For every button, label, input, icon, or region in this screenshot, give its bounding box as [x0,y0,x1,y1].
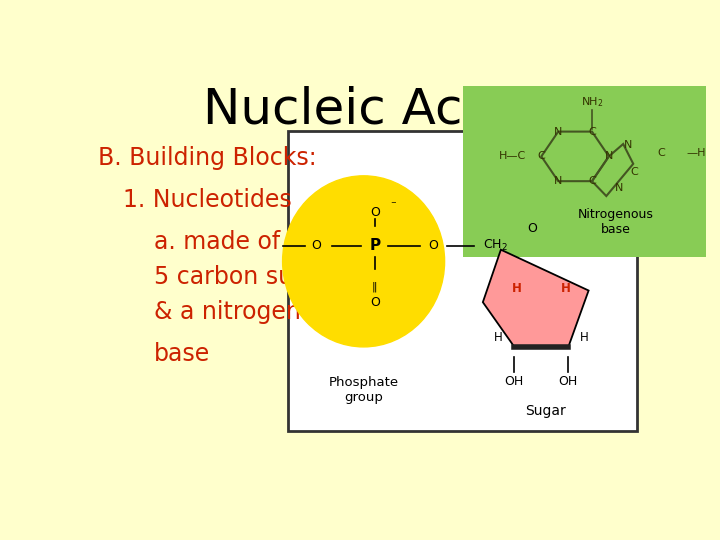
Polygon shape [483,249,589,347]
Text: Nucleic Acids: Nucleic Acids [203,85,535,133]
Text: P: P [369,238,380,253]
Text: N: N [614,184,623,193]
Text: C: C [657,148,665,158]
Text: Sugar: Sugar [526,404,566,418]
Text: OH: OH [559,375,578,388]
Text: N: N [605,151,613,161]
Text: O: O [528,222,537,235]
Bar [288,131,637,431]
Text: H: H [580,330,588,343]
Text: B. Building Blocks:: B. Building Blocks: [99,146,317,170]
Text: C: C [588,126,596,137]
Text: Nitrogenous
base: Nitrogenous base [577,208,654,237]
Text: C: C [588,176,596,186]
Bar [462,86,706,258]
Text: C: C [631,167,639,178]
Text: O: O [312,239,321,252]
Ellipse shape [283,176,445,347]
Text: 1. Nucleotides: 1. Nucleotides [124,188,292,212]
Text: NH$_2$: NH$_2$ [581,96,603,109]
Text: H: H [561,282,571,295]
Text: ‖: ‖ [372,281,377,292]
Text: a. made of P,: a. made of P, [154,230,310,253]
Text: H—C: H—C [499,151,526,161]
Text: C: C [537,151,545,161]
Text: —H: —H [686,148,706,158]
Text: N: N [554,176,562,186]
Text: O: O [370,206,379,219]
Text: OH: OH [505,375,524,388]
Text: Phosphate
group: Phosphate group [328,376,399,404]
Text: N: N [624,140,632,150]
Text: CH$_2$: CH$_2$ [483,238,508,253]
Text: & a nitrogenous: & a nitrogenous [154,300,343,324]
Text: base: base [154,342,210,366]
Text: N: N [554,126,562,137]
Text: H: H [494,330,503,343]
Text: 5 carbon sugar: 5 carbon sugar [154,265,333,289]
Text: O: O [370,296,379,309]
Text: H: H [512,282,521,295]
Text: O: O [428,239,438,252]
Text: $^-$: $^-$ [389,200,397,210]
